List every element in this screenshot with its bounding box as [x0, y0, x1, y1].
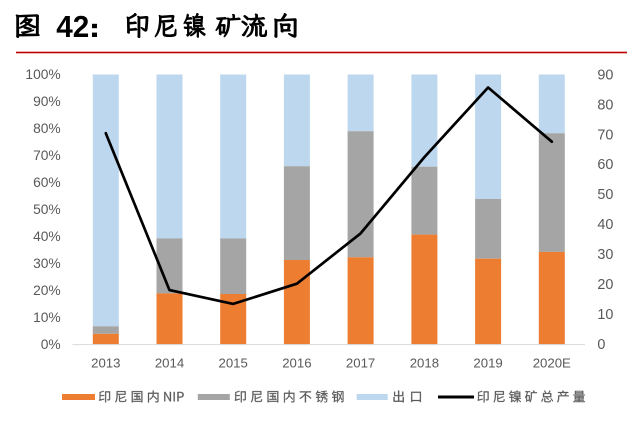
svg-text:10: 10: [597, 307, 613, 323]
svg-text:20%: 20%: [33, 283, 61, 298]
svg-text:50: 50: [597, 187, 613, 203]
svg-text:60: 60: [597, 157, 613, 173]
svg-text:0: 0: [597, 337, 605, 353]
svg-text:60%: 60%: [33, 175, 61, 190]
svg-text:90%: 90%: [33, 94, 61, 109]
svg-text:2016: 2016: [282, 356, 311, 371]
svg-text:100%: 100%: [25, 67, 60, 82]
svg-text:2017: 2017: [346, 356, 375, 371]
svg-text:2020E: 2020E: [533, 356, 571, 371]
svg-text:20: 20: [597, 277, 613, 293]
svg-text:40%: 40%: [33, 229, 61, 244]
svg-text:0%: 0%: [41, 337, 61, 352]
svg-text:40: 40: [597, 217, 613, 233]
svg-text:30: 30: [597, 247, 613, 263]
svg-text:42: 42: [56, 9, 89, 44]
svg-text:2019: 2019: [473, 356, 502, 371]
svg-text:2013: 2013: [91, 356, 120, 371]
svg-text:80: 80: [597, 97, 613, 113]
svg-text:10%: 10%: [33, 310, 61, 325]
svg-text:70: 70: [597, 127, 613, 143]
svg-text:70%: 70%: [33, 148, 61, 163]
svg-text:50%: 50%: [33, 202, 61, 217]
svg-text:2015: 2015: [219, 356, 248, 371]
svg-text:80%: 80%: [33, 121, 61, 136]
svg-text:30%: 30%: [33, 256, 61, 271]
svg-text:2018: 2018: [410, 356, 439, 371]
svg-text:2014: 2014: [155, 356, 184, 371]
svg-text:90: 90: [597, 67, 613, 83]
